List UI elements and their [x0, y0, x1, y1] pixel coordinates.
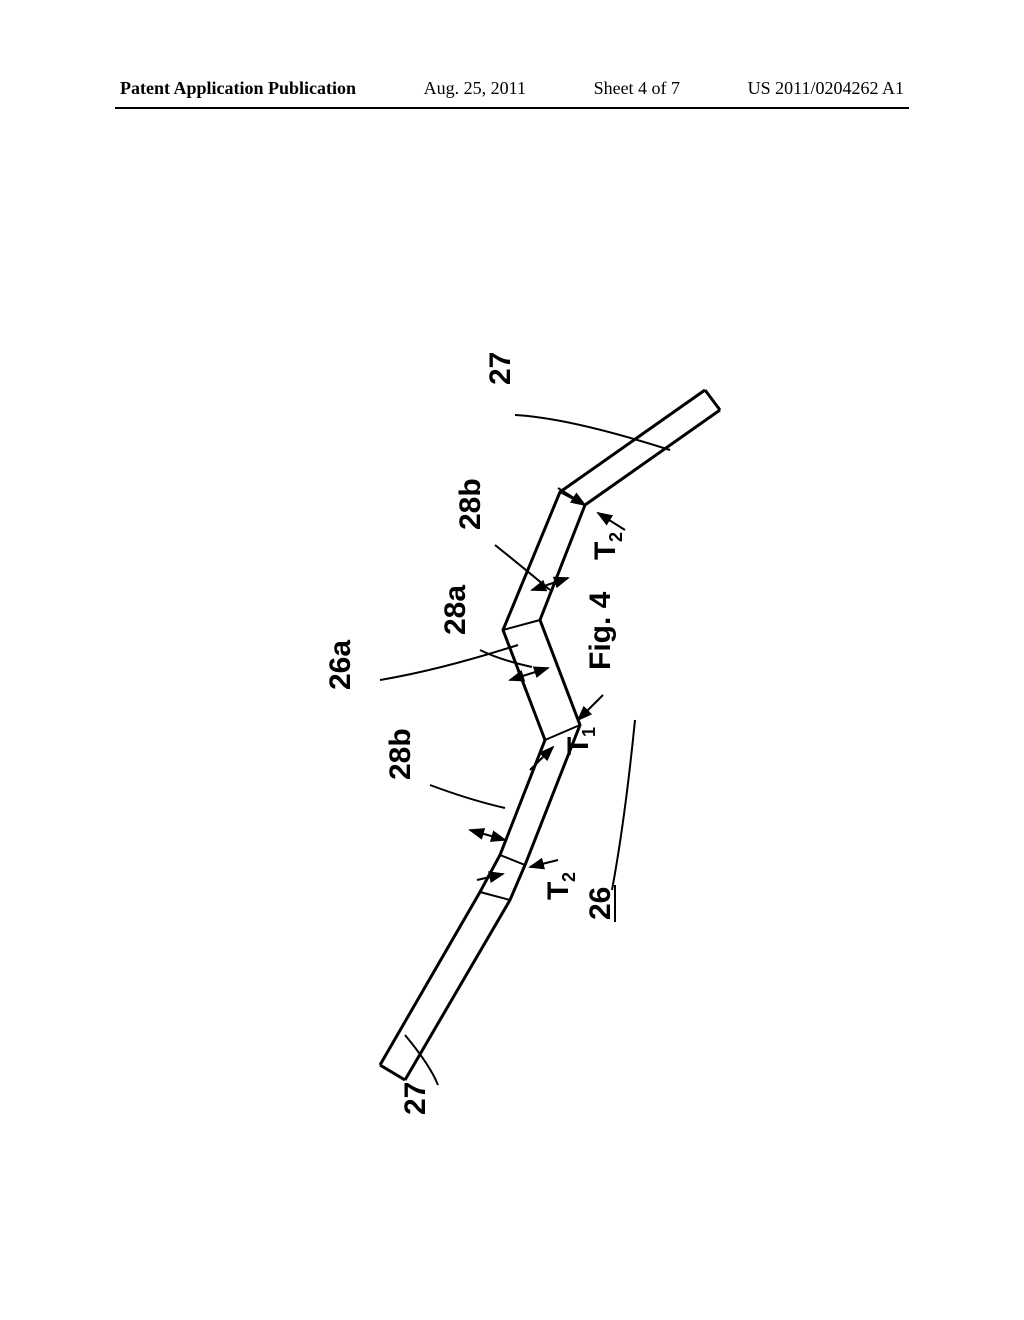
ref-27-bot: 27: [399, 1082, 432, 1115]
ref-28b-bot: 28b: [384, 728, 417, 780]
ref-27-top: 27: [484, 352, 517, 385]
fold-line: [480, 892, 510, 900]
ref-T2-bot-sub: 2: [559, 872, 579, 882]
strip-endcap-bot: [380, 1065, 405, 1080]
ref-T2-bot-group: T 2: [542, 872, 579, 900]
leader-28b-bot: [430, 785, 505, 808]
figure-stage: Fig. 4 27 27 26 26a 28a 28b 28b T 1 T 2: [180, 160, 860, 1180]
section-arrow-bot: [470, 830, 505, 840]
strip-endcap-top: [705, 390, 720, 410]
ref-T2-top-group: T 2: [589, 532, 626, 560]
publication-type: Patent Application Publication: [120, 78, 356, 99]
fold-line: [500, 855, 525, 865]
leader-26a: [380, 645, 518, 680]
ref-28a: 28a: [439, 585, 472, 635]
ref-T2-top-sub: 2: [606, 532, 626, 542]
figure-label: Fig. 4: [584, 591, 617, 670]
ref-T2-top: T: [589, 542, 622, 560]
t2-bot-arrow-in: [530, 860, 558, 867]
patent-page: Patent Application Publication Aug. 25, …: [0, 0, 1024, 1320]
leader-26: [612, 720, 635, 890]
ref-26-group: 26: [584, 885, 617, 922]
ref-28b-top: 28b: [454, 478, 487, 530]
t1-arrow-in: [578, 695, 603, 720]
ref-26a: 26a: [324, 640, 357, 690]
t2-top-arrow-in: [598, 513, 625, 530]
header-rule: [115, 107, 909, 109]
sheet-number: Sheet 4 of 7: [594, 78, 680, 99]
ref-T2-bot: T: [542, 882, 575, 900]
leader-28a: [480, 650, 532, 667]
page-header: Patent Application Publication Aug. 25, …: [0, 78, 1024, 109]
fold-line: [503, 620, 540, 630]
strip-inner-edge: [380, 390, 705, 1065]
section-arrow-mid: [510, 668, 548, 680]
figure-svg: Fig. 4 27 27 26 26a 28a 28b 28b T 1 T 2: [180, 160, 860, 1180]
publication-date: Aug. 25, 2011: [424, 78, 526, 99]
publication-number: US 2011/0204262 A1: [748, 78, 904, 99]
ref-T1: T: [562, 737, 595, 755]
ref-26: 26: [584, 887, 617, 920]
ref-T1-sub: 1: [579, 727, 599, 737]
t2-top-arrow-out: [558, 488, 585, 505]
leader-27-bot: [405, 1035, 438, 1085]
